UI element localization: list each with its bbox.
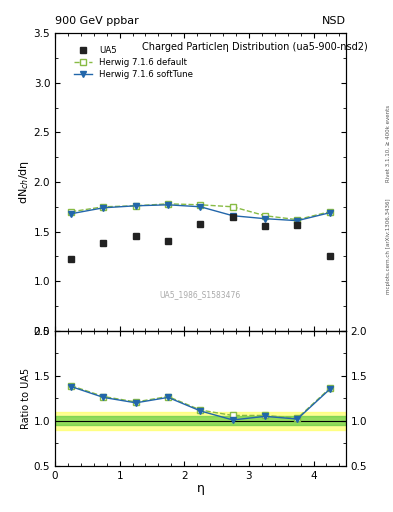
Legend: UA5, Herwig 7.1.6 default, Herwig 7.1.6 softTune: UA5, Herwig 7.1.6 default, Herwig 7.1.6 … — [70, 42, 197, 82]
Text: Rivet 3.1.10, ≥ 400k events: Rivet 3.1.10, ≥ 400k events — [386, 105, 391, 182]
Y-axis label: Ratio to UA5: Ratio to UA5 — [21, 368, 31, 429]
Text: 900 GeV ppbar: 900 GeV ppbar — [55, 15, 139, 26]
Text: NSD: NSD — [322, 15, 346, 26]
Text: Charged Particleη Distribution (ua5-900-nsd2): Charged Particleη Distribution (ua5-900-… — [142, 42, 368, 52]
Bar — [55, 416, 346, 425]
Y-axis label: dN$_{ch}$/dη: dN$_{ch}$/dη — [17, 160, 31, 204]
X-axis label: η: η — [196, 482, 204, 495]
Text: UA5_1986_S1583476: UA5_1986_S1583476 — [160, 290, 241, 300]
Text: mcplots.cern.ch [arXiv:1306.3436]: mcplots.cern.ch [arXiv:1306.3436] — [386, 198, 391, 293]
Bar — [55, 412, 346, 430]
